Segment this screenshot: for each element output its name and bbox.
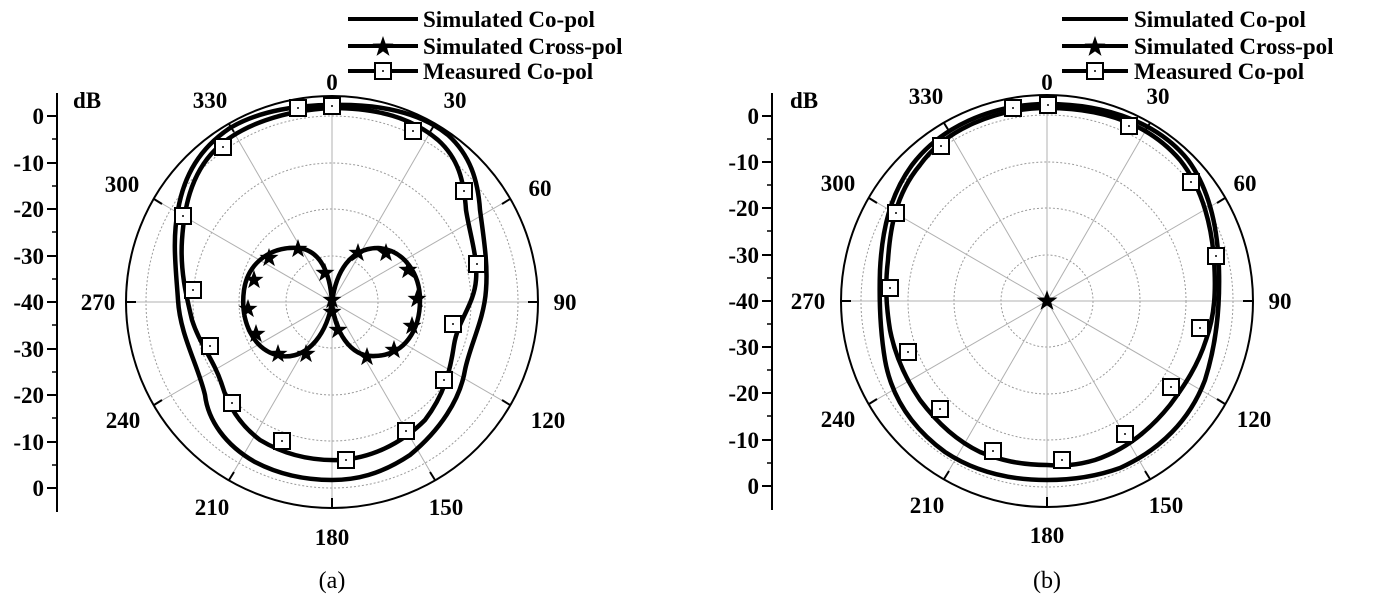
legend-item: Measured Co-pol (1134, 59, 1304, 84)
db-axis-b: dB 0 -10 -20 -30 -40 -30 -20 -10 0 (728, 88, 818, 510)
angle-label: 120 (531, 408, 566, 433)
angle-label: 210 (910, 493, 945, 518)
angle-label: 150 (1149, 493, 1184, 518)
db-tick: 0 (748, 104, 760, 129)
legend-item: Simulated Cross-pol (1134, 34, 1334, 59)
angle-label: 30 (1147, 84, 1170, 109)
angle-label: 330 (193, 88, 228, 113)
legend-a: Simulated Co-pol Simulated Cross-pol Mea… (348, 7, 623, 84)
db-tick: -20 (728, 381, 759, 406)
db-tick: -30 (728, 243, 759, 268)
db-tick: -30 (728, 335, 759, 360)
angle-labels-a: 0 30 60 90 120 150 180 210 240 270 300 3… (81, 70, 577, 550)
db-tick: 0 (33, 104, 45, 129)
db-axis-a: dB 0 -10 -20 -30 -40 -30 -20 -10 0 (13, 88, 101, 512)
angle-label: 300 (105, 172, 140, 197)
legend-item: Simulated Cross-pol (423, 34, 623, 59)
db-tick: -10 (13, 430, 44, 455)
angle-label: 90 (554, 290, 577, 315)
angle-label: 60 (529, 176, 552, 201)
angle-label: 240 (106, 408, 141, 433)
angle-label: 30 (444, 88, 467, 113)
panel-a: dB 0 -10 -20 -30 -40 -30 -20 -10 0 (13, 7, 622, 594)
legend-item: Measured Co-pol (423, 59, 593, 84)
panel-b: dB 0 -10 -20 -30 -40 -30 -20 -10 0 (728, 7, 1333, 594)
angle-label: 330 (909, 84, 944, 109)
angle-label: 180 (315, 525, 350, 550)
db-tick: 0 (33, 476, 45, 501)
angle-label: 90 (1269, 289, 1292, 314)
legend-b: Simulated Co-pol Simulated Cross-pol Mea… (1062, 7, 1334, 84)
angle-label: 0 (326, 70, 338, 95)
panel-caption-b: (b) (1033, 568, 1061, 594)
series-simulated-co-pol-a (172, 102, 489, 483)
angle-label: 180 (1030, 523, 1065, 548)
angle-label: 120 (1237, 407, 1272, 432)
db-tick: -10 (728, 150, 759, 175)
angle-label: 240 (821, 407, 856, 432)
panel-caption-a: (a) (319, 568, 346, 594)
angle-label: 0 (1041, 70, 1053, 95)
angle-label: 300 (821, 171, 856, 196)
angle-label: 210 (195, 495, 230, 520)
angle-label: 270 (81, 290, 116, 315)
db-tick: -40 (13, 290, 44, 315)
angle-label: 270 (791, 289, 826, 314)
db-tick: -20 (13, 383, 44, 408)
legend-item: Simulated Co-pol (423, 7, 595, 32)
db-tick: 0 (748, 474, 760, 499)
series-measured-co-pol-b (884, 105, 1218, 468)
angle-label: 60 (1234, 171, 1257, 196)
db-tick: -10 (13, 151, 44, 176)
db-tick: -30 (13, 244, 44, 269)
db-tick: -40 (728, 289, 759, 314)
angle-labels-b: 0 30 60 90 120 150 180 210 240 270 300 3… (791, 70, 1292, 548)
angle-label: 150 (429, 495, 464, 520)
db-tick: -20 (728, 196, 759, 221)
db-tick: -10 (728, 428, 759, 453)
db-unit-label: dB (790, 88, 818, 113)
db-unit-label: dB (73, 88, 101, 113)
db-tick: -30 (13, 337, 44, 362)
legend-item: Simulated Co-pol (1134, 7, 1306, 32)
db-tick: -20 (13, 197, 44, 222)
